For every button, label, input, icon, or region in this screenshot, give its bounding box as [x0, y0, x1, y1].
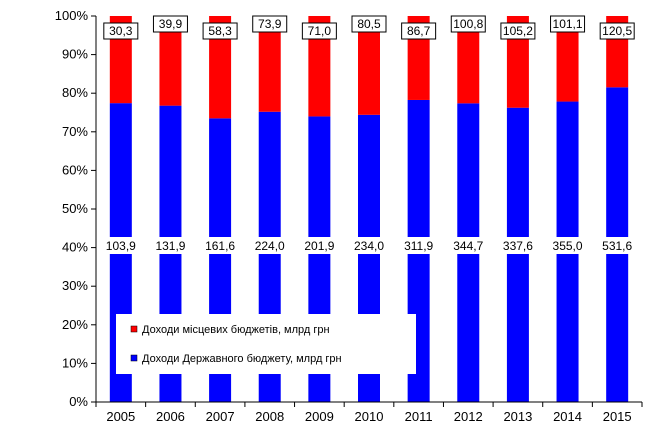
- data-label-bg-state-2009: [295, 237, 344, 254]
- data-label-box-local-2012: [450, 15, 486, 33]
- legend-box: [116, 314, 416, 374]
- data-label-local-2007: 58,3: [208, 24, 232, 38]
- data-label-bg-state-2013: [493, 237, 542, 254]
- data-label-box-local-2010: [351, 15, 387, 33]
- x-tick-label-2008: 2008: [255, 409, 284, 424]
- bar-local-2012: [457, 16, 480, 104]
- bar-local-2006: [159, 16, 182, 106]
- legend: Доходи місцевих бюджетів, млрд грн Доход…: [116, 314, 416, 374]
- x-tick-label-2013: 2013: [503, 409, 532, 424]
- bar-local-2008: [258, 16, 281, 112]
- legend-swatch-state: [130, 354, 138, 362]
- data-label-state-2010: 234,0: [354, 239, 384, 253]
- data-label-local-2013: 105,2: [503, 24, 533, 38]
- x-tick-label-2010: 2010: [355, 409, 384, 424]
- data-label-bg-state-2006: [146, 237, 195, 254]
- data-label-state-2007: 161,6: [205, 239, 235, 253]
- data-label-box-local-2005: [103, 22, 139, 40]
- data-label-local-2009: 71,0: [308, 24, 332, 38]
- y-tick-label-30: 30%: [62, 278, 88, 293]
- legend-label-state: Доходи Державного бюджету, млрд грн: [142, 353, 342, 365]
- data-label-box-local-2006: [152, 15, 188, 33]
- y-tick-label-10: 10%: [62, 355, 88, 370]
- data-label-local-2011: 86,7: [407, 24, 431, 38]
- bar-local-2009: [308, 16, 331, 117]
- legend-swatch-local: [130, 325, 138, 333]
- data-label-box-local-2015: [599, 22, 635, 40]
- y-tick-label-100: 100%: [55, 8, 89, 23]
- data-label-state-2013: 337,6: [503, 239, 533, 253]
- y-tick-label-70: 70%: [62, 124, 88, 139]
- y-tick-label-0: 0%: [69, 394, 88, 409]
- bar-local-2007: [209, 16, 232, 119]
- data-label-local-2015: 120,5: [602, 24, 632, 38]
- data-label-bg-state-2010: [345, 237, 393, 254]
- x-tick-label-2011: 2011: [405, 409, 433, 424]
- data-label-bg-state-2014: [543, 237, 592, 254]
- x-axis: 2005 2006 2007 2008 2009 2010 2011 2012 2013 2014…: [95, 401, 643, 424]
- data-label-local-2010: 80,5: [357, 17, 381, 31]
- x-tick-label-2014: 2014: [553, 409, 582, 424]
- x-tick-label-2005: 2005: [106, 409, 135, 424]
- data-label-bg-state-2005: [96, 237, 145, 254]
- data-label-box-local-2013: [500, 22, 536, 40]
- data-label-local-2005: 30,3: [109, 24, 133, 38]
- data-label-box-local-2014: [550, 15, 586, 33]
- legend-label-local: Доходи місцевих бюджетів, млрд грн: [142, 324, 330, 336]
- data-label-box-local-2011: [401, 22, 437, 40]
- y-tick-label-80: 80%: [62, 85, 88, 100]
- data-label-state-2011: 311,9: [404, 239, 433, 253]
- y-tick-label-20: 20%: [62, 317, 88, 332]
- data-label-local-2012: 100,8: [453, 17, 483, 31]
- bar-local-2010: [358, 16, 380, 115]
- data-label-state-2014: 355,0: [553, 239, 583, 253]
- data-label-bg-state-2015: [593, 237, 642, 254]
- data-label-bg-state-2012: [444, 237, 493, 254]
- data-label-state-2015: 531,6: [602, 239, 632, 253]
- data-label-bg-state-2008: [245, 237, 294, 254]
- y-tick-label-50: 50%: [62, 201, 88, 216]
- y-tick-label-60: 60%: [62, 162, 88, 177]
- data-label-state-2006: 131,9: [155, 239, 185, 253]
- bar-local-2014: [556, 16, 579, 102]
- x-tick-label-2006: 2006: [156, 409, 185, 424]
- data-label-bg-state-2011: [394, 237, 443, 254]
- y-axis: 0% 10% 20% 30% 40% 50% 60% 70% 80% 90% 100%: [55, 8, 97, 409]
- x-tick-label-2015: 2015: [603, 409, 632, 424]
- data-labels-layer: 30,3 103,9 39,9 131,9 58,3 161,6 73,9 224,0 71,0…: [96, 15, 642, 254]
- data-label-state-2005: 103,9: [106, 239, 136, 253]
- data-label-box-local-2008: [252, 15, 288, 33]
- data-label-local-2008: 73,9: [258, 17, 282, 31]
- data-label-box-local-2007: [202, 22, 238, 40]
- data-label-local-2014: 101,1: [553, 17, 583, 31]
- data-label-local-2006: 39,9: [159, 17, 183, 31]
- data-label-state-2009: 201,9: [304, 239, 334, 253]
- bar-state-2013: [506, 107, 529, 403]
- data-label-bg-state-2007: [196, 237, 245, 254]
- data-label-state-2008: 224,0: [255, 239, 285, 253]
- y-tick-label-40: 40%: [62, 240, 88, 255]
- x-tick-label-2009: 2009: [305, 409, 334, 424]
- x-tick-label-2007: 2007: [206, 409, 235, 424]
- data-label-state-2012: 344,7: [453, 239, 483, 253]
- x-tick-label-2012: 2012: [454, 409, 483, 424]
- y-tick-label-90: 90%: [62, 47, 88, 62]
- data-label-box-local-2009: [301, 22, 337, 40]
